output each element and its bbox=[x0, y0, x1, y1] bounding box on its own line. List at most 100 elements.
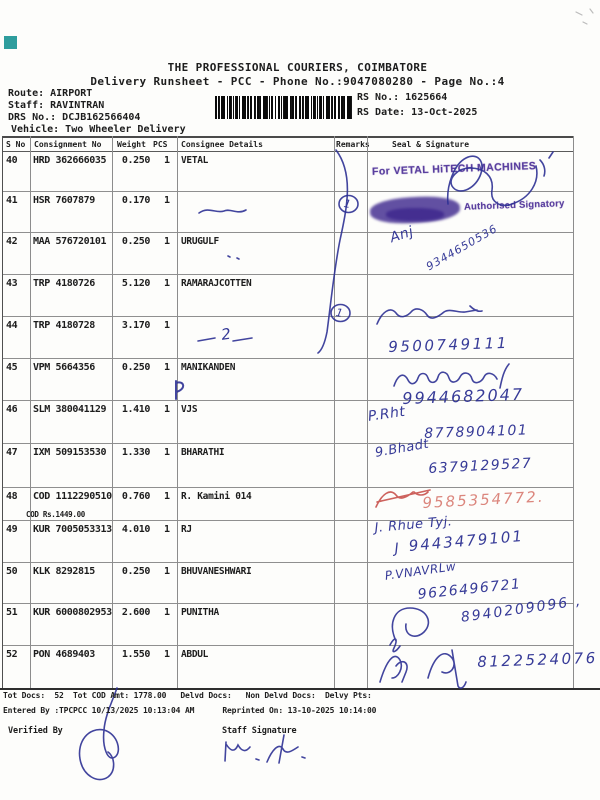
row52-signature bbox=[379, 649, 467, 689]
row-pcs: 1 bbox=[164, 278, 170, 289]
drs-no-line: DRS No.: DCJB162566404 bbox=[8, 112, 141, 123]
route-line: Route: AIRPORT bbox=[8, 88, 93, 99]
totals-line: Tot Docs: 52 Tot COD Amt: 1778.00 Delvd … bbox=[3, 691, 372, 700]
row-pcs: 1 bbox=[164, 362, 170, 373]
row42-dots bbox=[227, 255, 240, 260]
row-pcs: 1 bbox=[164, 320, 170, 331]
stamp-authorised-line: Authorised Signatory bbox=[463, 198, 565, 213]
row-weight: 0.250 bbox=[121, 236, 151, 247]
barcode-icon bbox=[215, 96, 352, 119]
staff-line: Staff: RAVINTRAN bbox=[8, 100, 105, 111]
row-cod-note: COD Rs.1449.00 bbox=[26, 510, 86, 519]
row-consignment-no: HSR 7607879 bbox=[33, 195, 95, 206]
row-weight: 1.330 bbox=[121, 447, 151, 458]
col-seal: Seal & Signature bbox=[392, 140, 470, 149]
rs-date-line: RS Date: 13-Oct-2025 bbox=[357, 107, 478, 118]
row-pcs: 1 bbox=[164, 607, 170, 618]
row-consignment-no: PON 4689403 bbox=[33, 649, 95, 660]
scan-corner-marker bbox=[4, 36, 17, 49]
row47-phone-handwriting: 6379129527 bbox=[428, 455, 533, 477]
row-sno: 49 bbox=[6, 524, 18, 535]
row-sno: 45 bbox=[6, 362, 18, 373]
row-weight: 5.120 bbox=[121, 278, 151, 289]
row-weight: 0.250 bbox=[121, 155, 151, 166]
row-consignee: R. Kamini 014 bbox=[181, 491, 252, 502]
row-sno: 50 bbox=[6, 566, 18, 577]
row47-name-handwriting: 9.Bhadt bbox=[374, 436, 431, 461]
row-weight: 4.010 bbox=[121, 524, 151, 535]
row-sno: 40 bbox=[6, 155, 18, 166]
column-border bbox=[112, 136, 113, 688]
row43-phone-handwriting: 9500749111 bbox=[388, 333, 509, 356]
row-consignment-no: VPM 5664356 bbox=[33, 362, 95, 373]
row-consignee: ABDUL bbox=[181, 649, 209, 660]
verified-by-stroke bbox=[78, 687, 120, 781]
row-consignment-no: HRD 362666035 bbox=[33, 155, 107, 166]
vehicle-line: Vehicle: Two Wheeler Delivery bbox=[11, 124, 186, 135]
row-pcs: 1 bbox=[164, 155, 170, 166]
row-consignee: VJS bbox=[181, 404, 198, 415]
row-consignee: MANIKANDEN bbox=[181, 362, 236, 373]
row-consignee: PUNITHA bbox=[181, 607, 219, 618]
row51-phone-handwriting: 8940209096 , bbox=[460, 593, 584, 626]
row-pcs: 1 bbox=[164, 491, 170, 502]
row-sno: 41 bbox=[6, 195, 18, 206]
row-border bbox=[2, 562, 573, 563]
row-border bbox=[2, 358, 573, 359]
row46-phone-handwriting: 8778904101 bbox=[424, 422, 529, 442]
row-sno: 48 bbox=[6, 491, 18, 502]
row-border bbox=[2, 151, 573, 152]
circle2-digit-handwriting: 1 bbox=[334, 306, 345, 321]
column-border bbox=[334, 136, 335, 688]
row-weight: 0.760 bbox=[121, 491, 151, 502]
row-pcs: 1 bbox=[164, 649, 170, 660]
row-consignment-no: KUR 7005053313 bbox=[33, 524, 112, 535]
row-sno: 42 bbox=[6, 236, 18, 247]
row-weight: 2.600 bbox=[121, 607, 151, 618]
staff-signature-stroke bbox=[224, 734, 306, 764]
row-consignee: URUGULF bbox=[181, 236, 219, 247]
column-border bbox=[177, 136, 178, 688]
col-remarks: Remarks bbox=[336, 140, 370, 149]
column-border bbox=[2, 136, 3, 688]
row-weight: 0.170 bbox=[121, 195, 151, 206]
column-border bbox=[30, 136, 31, 688]
row-consignee: VETAL bbox=[181, 155, 209, 166]
row49-initial-handwriting: J bbox=[394, 540, 401, 557]
row45-signature bbox=[393, 363, 510, 389]
col-consignment: Consignment No bbox=[34, 140, 102, 149]
col-pcs: PCS bbox=[153, 140, 168, 149]
row52-phone-handwriting: 8122524076 bbox=[477, 648, 598, 671]
row-border bbox=[2, 487, 573, 488]
row-consignment-no: TRP 4180726 bbox=[33, 278, 95, 289]
row-sno: 52 bbox=[6, 649, 18, 660]
row-sno: 46 bbox=[6, 404, 18, 415]
entered-line: Entered By :TPCPCC 10/13/2025 10:13:04 A… bbox=[3, 706, 377, 715]
row-pcs: 1 bbox=[164, 566, 170, 577]
col-sno: S No bbox=[6, 140, 26, 149]
stamp-company-line: For VETAL HiTECH MACHINES bbox=[371, 160, 537, 178]
row-border bbox=[2, 316, 573, 317]
row-consignee: RAMARAJCOTTEN bbox=[181, 278, 252, 289]
row-consignment-no: SLM 380041129 bbox=[33, 404, 107, 415]
col-weight: Weight bbox=[117, 140, 146, 149]
page-title: THE PROFESSIONAL COURIERS, COIMBATORE bbox=[167, 61, 428, 74]
row45-phone-handwriting: 9944682047 bbox=[402, 384, 525, 408]
row-border bbox=[2, 520, 573, 521]
row-pcs: 1 bbox=[164, 447, 170, 458]
col-consignee: Consignee Details bbox=[181, 140, 263, 149]
row46-name-handwriting: P.Rht bbox=[367, 403, 407, 425]
row-sno: 47 bbox=[6, 447, 18, 458]
row-weight: 1.410 bbox=[121, 404, 151, 415]
row-weight: 1.550 bbox=[121, 649, 151, 660]
row-border bbox=[2, 645, 573, 646]
row-consignment-no: MAA 576720101 bbox=[33, 236, 107, 247]
row-weight: 3.170 bbox=[121, 320, 151, 331]
row-consignment-no: IXM 509153530 bbox=[33, 447, 107, 458]
row-weight: 0.250 bbox=[121, 566, 151, 577]
row-pcs: 1 bbox=[164, 524, 170, 535]
row48-phone-handwriting: 9585354772. bbox=[422, 487, 545, 512]
row43-signature bbox=[376, 305, 483, 325]
row50-phone-handwriting: 9626496721 bbox=[417, 576, 523, 603]
remarks-curve bbox=[317, 149, 349, 354]
